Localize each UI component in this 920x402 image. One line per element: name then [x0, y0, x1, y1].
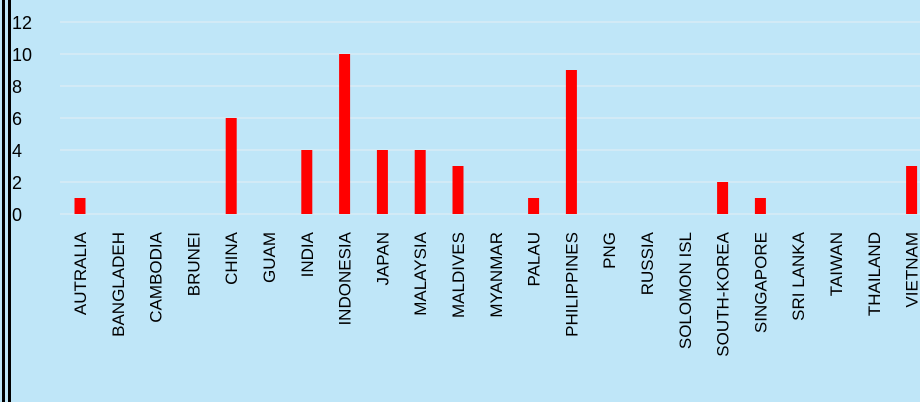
- x-tick-label-malaysia: MALAYSIA: [411, 231, 430, 315]
- x-tick-label-japan: JAPAN: [373, 232, 392, 286]
- y-axis-ticks: 0 2 4 6 8 10 12: [12, 13, 32, 225]
- x-tick-label-taiwan: TAIWAN: [827, 232, 846, 296]
- bar-palau: [528, 198, 540, 214]
- x-tick-label-brunei: BRUNEI: [184, 232, 203, 296]
- x-tick-label-south-korea: SOUTH-KOREA: [714, 231, 733, 356]
- x-tick-label-cambodia: CAMBODIA: [147, 231, 166, 322]
- bar-china: [225, 118, 237, 214]
- x-tick-label-palau: PALAU: [525, 232, 544, 287]
- bar-vietnam: [906, 166, 918, 214]
- bar-maldives: [452, 166, 464, 214]
- bar-philippines: [565, 70, 577, 214]
- y-tick-label-4: 4: [12, 141, 22, 161]
- x-axis-labels: AUTRALIA BANGLADEH CAMBODIA BRUNEI CHINA GUAM…: [71, 231, 920, 356]
- x-tick-label-png: PNG: [600, 232, 619, 269]
- x-tick-label-myanmar: MYANMAR: [487, 232, 506, 318]
- y-tick-label-6: 6: [12, 109, 22, 129]
- bar-autralia: [74, 198, 86, 214]
- bar-malaysia: [414, 150, 426, 214]
- x-tick-label-solomon-isl: SOLOMON ISL: [676, 232, 695, 349]
- bar-india: [301, 150, 313, 214]
- y-tick-label-12: 12: [12, 13, 32, 33]
- x-tick-label-sri-lanka: SRI LANKA: [789, 231, 808, 320]
- x-tick-label-vietnam: VIETNAM: [903, 232, 920, 308]
- x-tick-label-maldives: MALDIVES: [449, 232, 468, 318]
- x-tick-label-singapore: SINGAPORE: [751, 232, 770, 333]
- x-tick-label-indonesia: INDONESIA: [336, 231, 355, 325]
- frame-left-outer: [2, 0, 5, 402]
- x-tick-label-thailand: THAILAND: [865, 232, 884, 316]
- bar-indonesia: [339, 54, 351, 214]
- bar-singapore: [754, 198, 766, 214]
- x-tick-label-russia: RUSSIA: [638, 231, 657, 295]
- y-tick-label-0: 0: [12, 205, 22, 225]
- bar-japan: [376, 150, 388, 214]
- x-tick-label-philippines: PHILIPPINES: [562, 232, 581, 337]
- y-tick-label-2: 2: [12, 173, 22, 193]
- x-tick-label-autralia: AUTRALIA: [71, 231, 90, 315]
- x-tick-label-india: INDIA: [298, 231, 317, 277]
- x-tick-label-bangladeh: BANGLADEH: [109, 232, 128, 337]
- bar-south-korea: [717, 182, 729, 214]
- bars: [74, 54, 918, 214]
- gridlines: [60, 21, 920, 215]
- y-tick-label-10: 10: [12, 45, 32, 65]
- y-tick-label-8: 8: [12, 77, 22, 97]
- x-tick-label-china: CHINA: [222, 231, 241, 285]
- x-tick-label-guam: GUAM: [260, 232, 279, 283]
- frame-left-inner: [8, 0, 11, 402]
